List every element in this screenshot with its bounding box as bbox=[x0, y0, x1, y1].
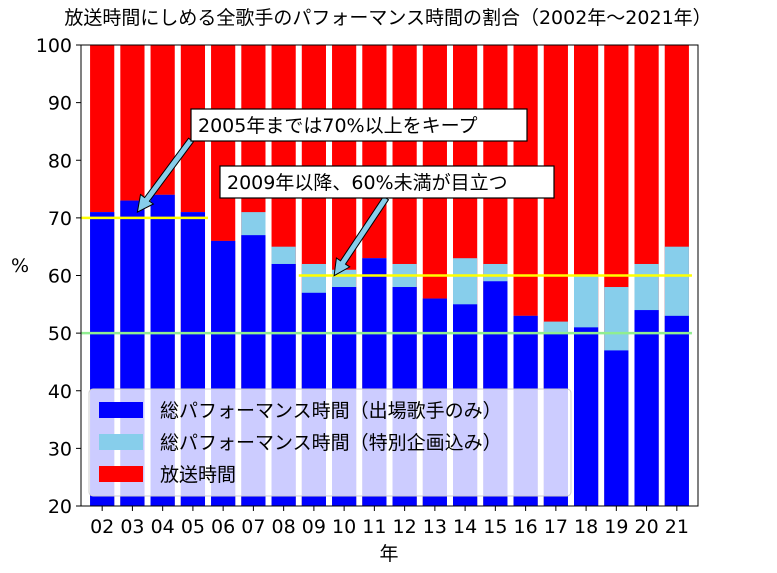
legend-label-broadcast: 放送時間 bbox=[160, 464, 236, 486]
legend-swatch-performers bbox=[99, 402, 143, 418]
x-tick-label: 21 bbox=[665, 516, 689, 538]
x-axis: 02 03 04 05 06 07 08 09 10 11 12 13 14 15 16 17 18 19 20 21 bbox=[90, 506, 689, 538]
x-tick-label: 17 bbox=[544, 516, 568, 538]
x-tick-label: 16 bbox=[514, 516, 538, 538]
y-axis-label: % bbox=[11, 255, 29, 277]
annotation-text-2: 2009年以降、60%未満が目立つ bbox=[227, 172, 508, 194]
annotations: 2005年までは70%以上をキープ 2009年以降、60%未満が目立つ bbox=[136, 108, 555, 277]
y-tick-label: 40 bbox=[48, 381, 72, 403]
bar-performers-20 bbox=[634, 310, 659, 506]
x-tick-label: 18 bbox=[574, 516, 598, 538]
x-tick-label: 04 bbox=[151, 516, 175, 538]
reference-lines bbox=[81, 216, 692, 335]
x-tick-label: 03 bbox=[120, 516, 144, 538]
bar-performers-21 bbox=[664, 315, 689, 506]
legend: 総パフォーマンス時間（出場歌手のみ） 総パフォーマンス時間（特別企画込み） 放送… bbox=[88, 388, 572, 497]
x-tick-label: 10 bbox=[332, 516, 356, 538]
x-tick-label: 07 bbox=[241, 516, 265, 538]
x-tick-label: 05 bbox=[181, 516, 205, 538]
annotation-arrow-2 bbox=[333, 195, 390, 277]
x-tick-label: 11 bbox=[362, 516, 386, 538]
chart-title: 放送時間にしめる全歌手のパフォーマンス時間の割合（2002年〜2021年） bbox=[64, 7, 711, 29]
x-tick-label: 20 bbox=[634, 516, 658, 538]
x-tick-label: 15 bbox=[483, 516, 507, 538]
y-tick-label: 60 bbox=[48, 266, 72, 288]
y-axis: 20 30 40 50 60 70 80 90 100 bbox=[36, 35, 81, 518]
x-tick-label: 14 bbox=[453, 516, 477, 538]
y-tick-label: 90 bbox=[48, 93, 72, 115]
y-tick-label: 100 bbox=[36, 35, 72, 57]
x-tick-label: 06 bbox=[211, 516, 235, 538]
x-tick-label: 09 bbox=[302, 516, 326, 538]
annotation-arrow-1 bbox=[136, 137, 195, 213]
annotation-box-1 bbox=[190, 108, 528, 142]
x-tick-label: 19 bbox=[604, 516, 628, 538]
y-tick-label: 80 bbox=[48, 150, 72, 172]
legend-swatch-with-specials bbox=[99, 434, 143, 450]
y-tick-label: 20 bbox=[48, 496, 72, 518]
legend-swatch-broadcast bbox=[99, 466, 143, 482]
legend-frame bbox=[88, 388, 572, 497]
legend-label-performers: 総パフォーマンス時間（出場歌手のみ） bbox=[160, 400, 502, 422]
y-tick-label: 70 bbox=[48, 208, 72, 230]
x-tick-label: 12 bbox=[393, 516, 417, 538]
annotation-text-1: 2005年までは70%以上をキープ bbox=[198, 115, 477, 137]
annotation-box-2 bbox=[219, 165, 555, 199]
bar-performers-19 bbox=[604, 350, 629, 506]
x-tick-label: 08 bbox=[272, 516, 296, 538]
x-axis-label: 年 bbox=[379, 543, 398, 565]
bar-performers-18 bbox=[574, 327, 599, 506]
y-tick-label: 50 bbox=[48, 323, 72, 345]
legend-label-with-specials: 総パフォーマンス時間（特別企画込み） bbox=[160, 432, 502, 454]
x-tick-label: 02 bbox=[90, 516, 114, 538]
y-tick-label: 30 bbox=[48, 438, 72, 460]
x-tick-label: 13 bbox=[423, 516, 447, 538]
